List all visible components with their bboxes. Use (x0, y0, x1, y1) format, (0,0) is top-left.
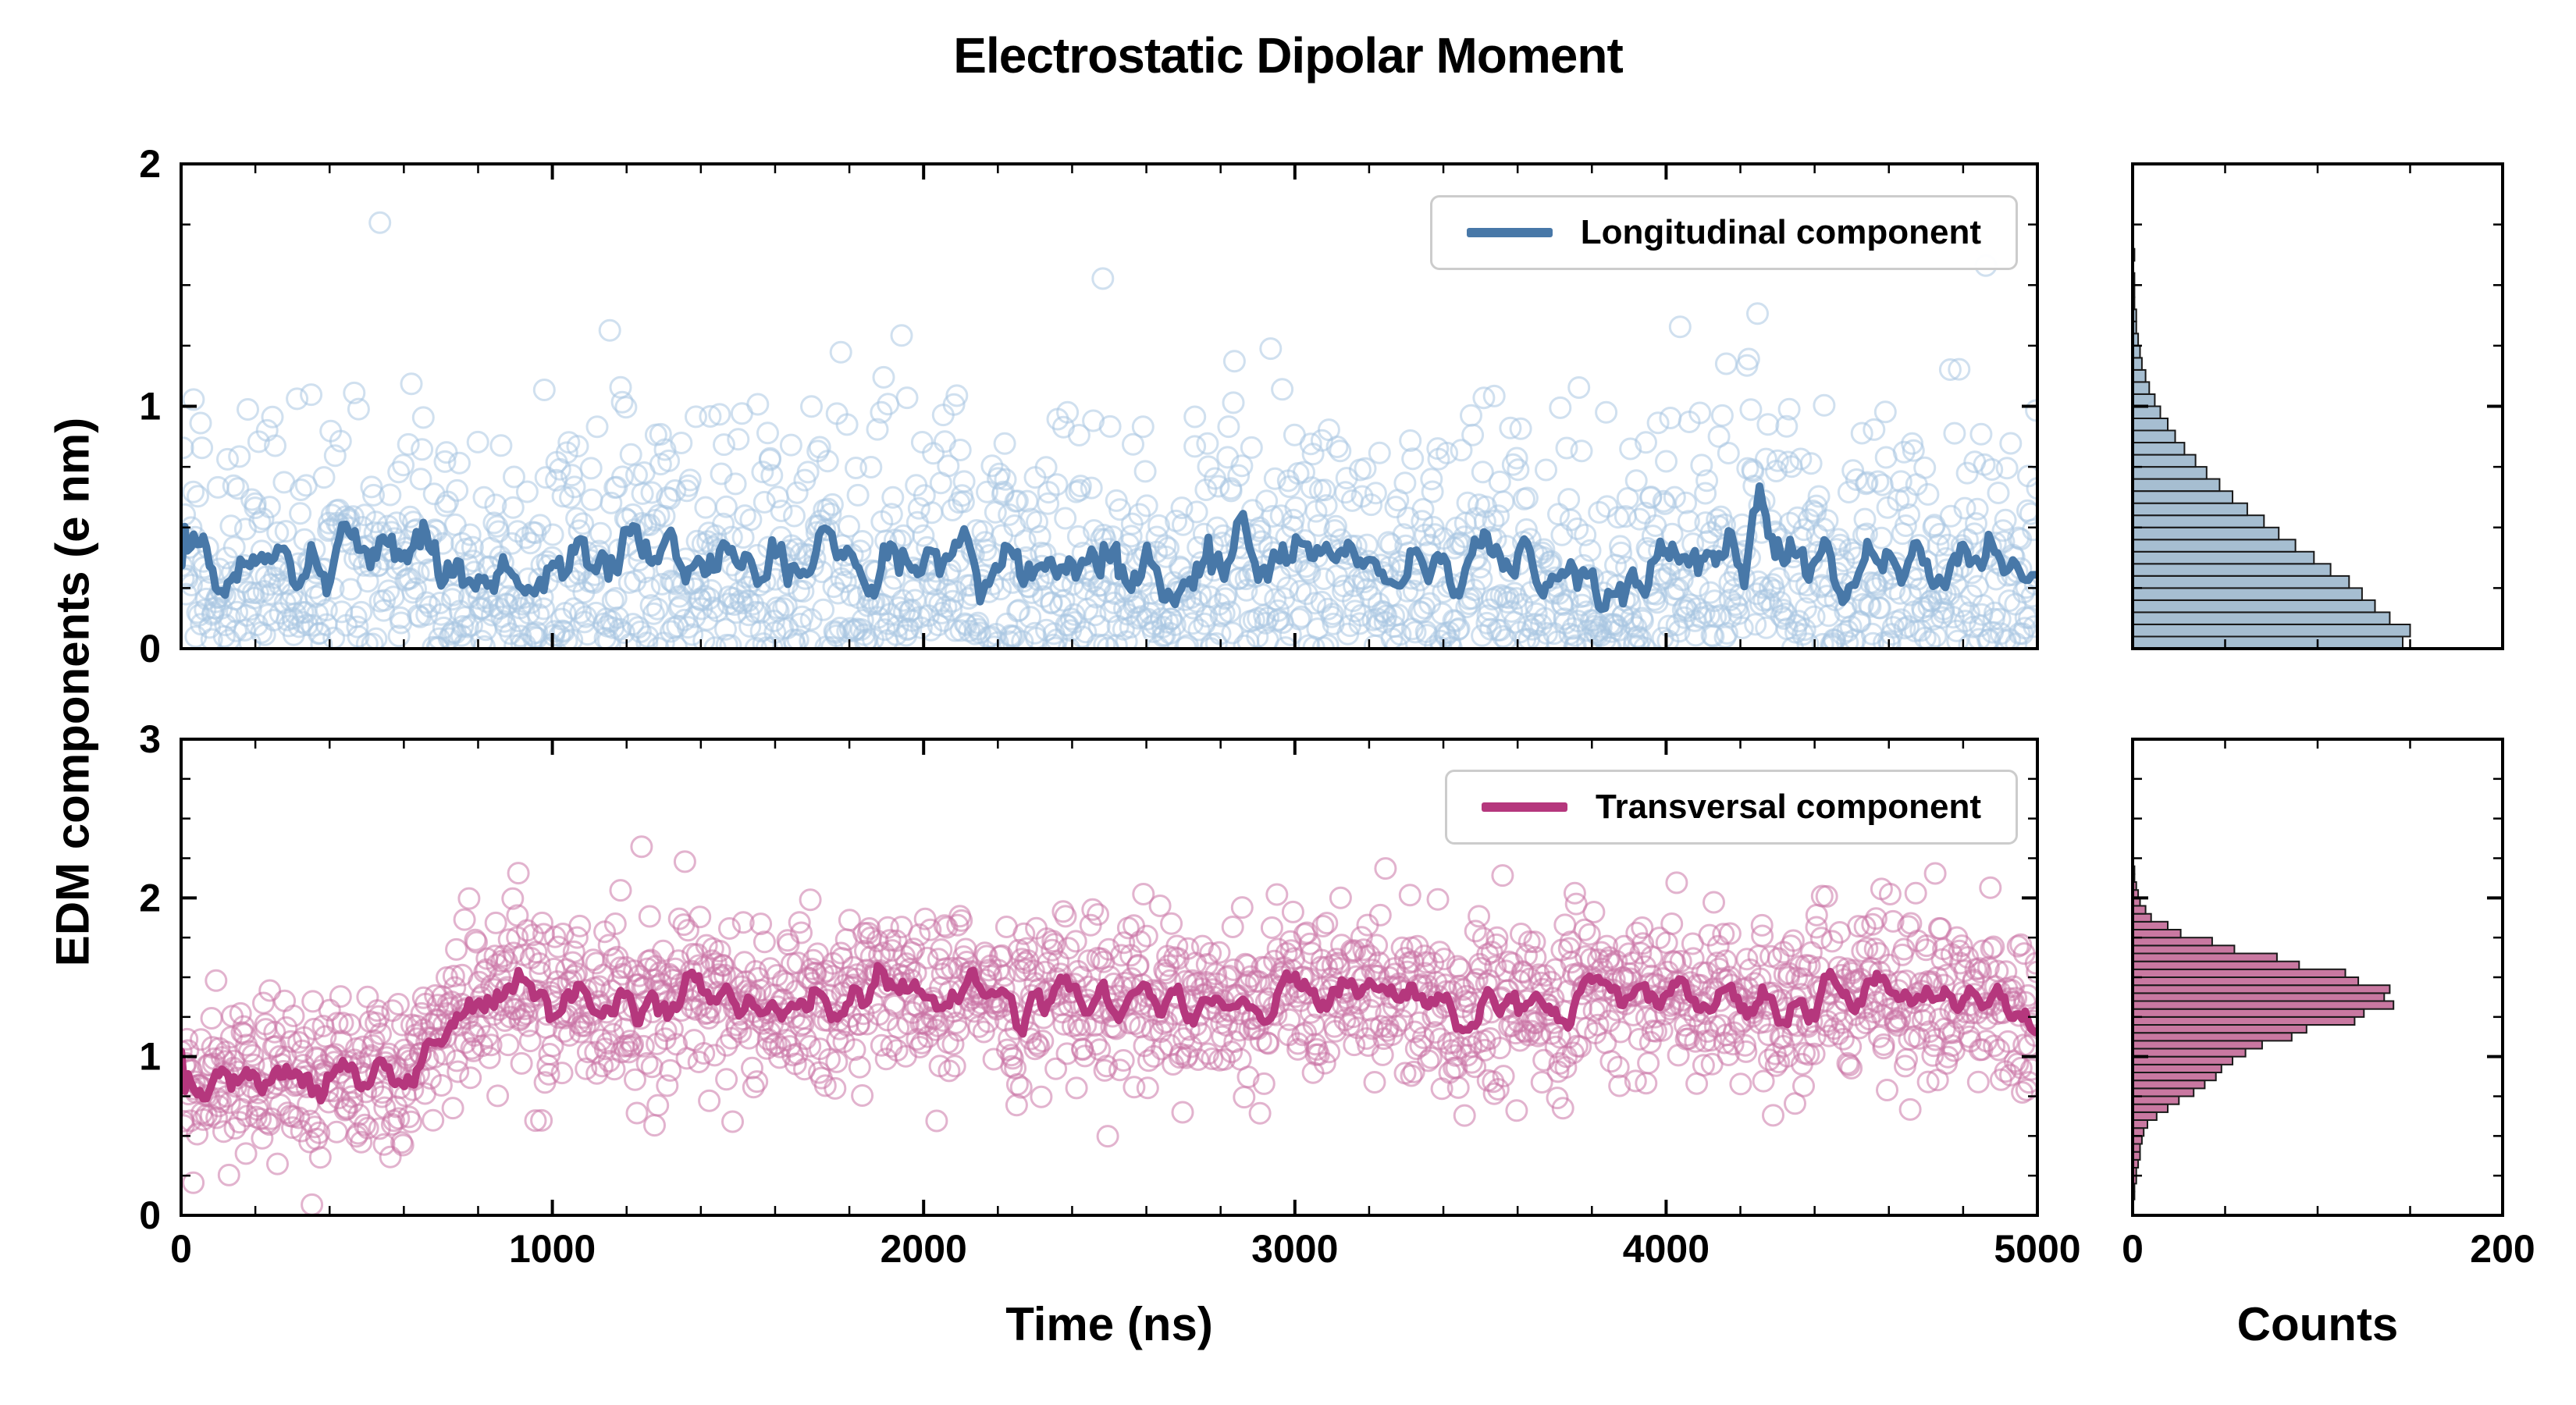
svg-text:0: 0 (170, 1227, 192, 1271)
svg-text:200: 200 (2470, 1227, 2535, 1271)
svg-text:0: 0 (139, 1193, 161, 1237)
chart-title: Electrostatic Dipolar Moment (953, 27, 1624, 84)
svg-text:1: 1 (139, 1035, 161, 1079)
legend-swatch-transversal (1482, 802, 1568, 812)
svg-text:2000: 2000 (881, 1227, 967, 1271)
svg-text:5000: 5000 (1994, 1227, 2080, 1271)
legend-swatch-longitudinal (1466, 228, 1553, 237)
svg-text:3: 3 (139, 717, 161, 761)
x-axis-label-time: Time (ns) (1005, 1298, 1213, 1350)
svg-text:4000: 4000 (1623, 1227, 1710, 1271)
legend-transversal: Transversal component (1445, 770, 2018, 845)
svg-text:2: 2 (139, 876, 161, 919)
svg-text:0: 0 (139, 627, 161, 670)
svg-text:3000: 3000 (1251, 1227, 1338, 1271)
legend-label-transversal: Transversal component (1596, 788, 1981, 826)
svg-text:2: 2 (139, 142, 161, 186)
svg-text:1000: 1000 (509, 1227, 596, 1271)
x-axis-label-counts: Counts (2236, 1298, 2399, 1350)
legend-label-longitudinal: Longitudinal component (1580, 213, 1981, 251)
y-axis-label: EDM components (e nm) (46, 417, 99, 967)
svg-text:1: 1 (139, 385, 161, 429)
svg-text:0: 0 (2122, 1227, 2144, 1271)
legend-longitudinal: Longitudinal component (1429, 195, 2018, 270)
